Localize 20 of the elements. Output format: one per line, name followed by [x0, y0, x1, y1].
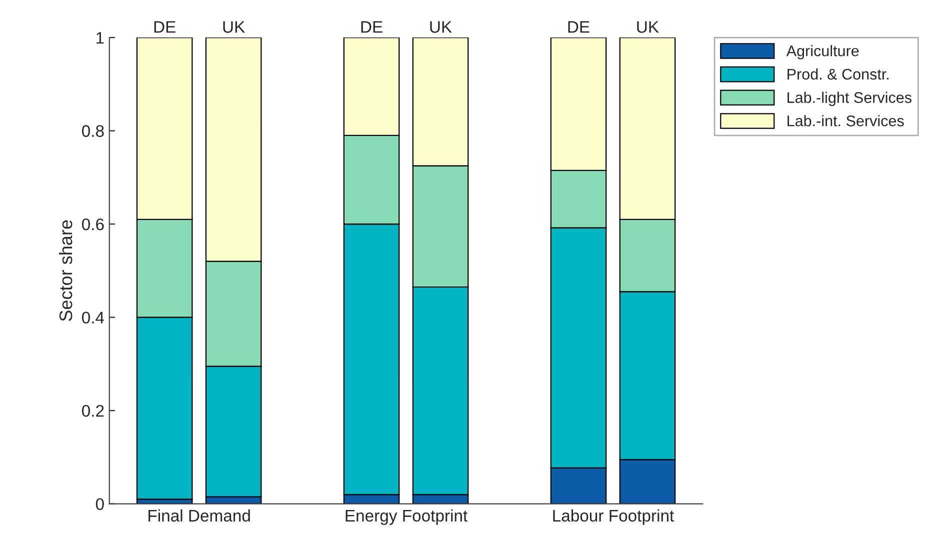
- x-tick-label: UK: [637, 21, 659, 33]
- x-tick-label: UK: [223, 21, 245, 33]
- y-tick-label: 0.6: [82, 218, 104, 230]
- y-tick-label: 0.2: [82, 404, 104, 417]
- y-tick-label: 1: [96, 32, 104, 44]
- x-tick-label: DE: [154, 21, 176, 33]
- y-axis-title: Sector share: [58, 220, 72, 322]
- legend-label: Lab.-int. Services: [788, 115, 904, 126]
- x-tick-label: DE: [361, 21, 382, 33]
- text: Final Demand: [148, 509, 250, 522]
- text: Energy Footprint: [346, 509, 468, 525]
- y-tick-label: 0.4: [82, 312, 104, 324]
- x-tick-label: DE: [568, 21, 590, 33]
- x-tick-label: UK: [430, 21, 452, 33]
- legend-label: Prod. & Constr.: [788, 68, 889, 80]
- text: Labour Footprint: [553, 509, 674, 525]
- legend-label: Agriculture: [786, 45, 859, 60]
- y-tick-label: 0.8: [82, 125, 104, 137]
- y-tick-label: 0: [96, 498, 104, 510]
- legend-label: Lab.-light Services: [788, 92, 912, 106]
